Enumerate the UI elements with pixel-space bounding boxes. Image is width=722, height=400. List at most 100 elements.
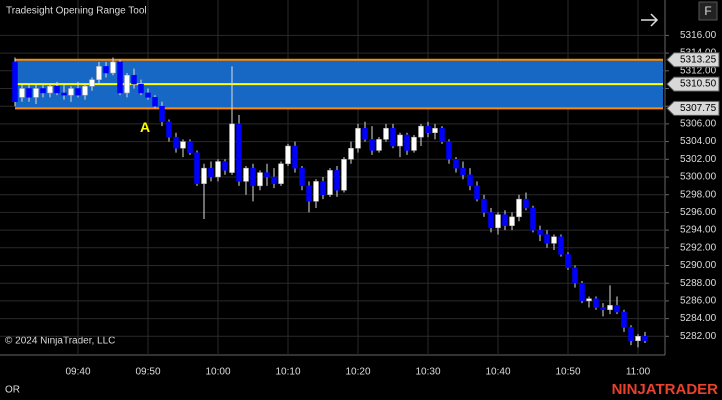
candle-body xyxy=(369,139,375,151)
button[interactable] xyxy=(698,1,718,21)
candle-body xyxy=(530,207,536,231)
candle-body xyxy=(208,167,214,178)
candle-body xyxy=(565,254,571,268)
candle-body xyxy=(572,267,578,284)
candle-body xyxy=(222,161,228,171)
candle-body xyxy=(341,159,347,191)
x-tick-label: 09:50 xyxy=(135,367,160,378)
x-tick-label: 10:10 xyxy=(275,367,300,378)
candle-body xyxy=(187,141,193,153)
candle-body xyxy=(544,234,550,244)
candle-body xyxy=(628,327,634,341)
candle-body xyxy=(285,145,291,164)
candle-body xyxy=(96,66,102,80)
x-tick-label: 10:30 xyxy=(415,367,440,378)
candle-body xyxy=(82,86,88,96)
candle-body xyxy=(278,163,284,184)
price-marker xyxy=(666,76,720,92)
candle-body xyxy=(194,152,200,184)
button-label[interactable]: F xyxy=(704,4,711,18)
candle-body xyxy=(355,128,361,149)
candle-body xyxy=(40,88,46,94)
candle-body xyxy=(159,105,165,122)
y-tick-label: 5292.00 xyxy=(680,242,717,253)
candle-body xyxy=(292,145,298,169)
candle-body xyxy=(362,128,368,140)
candle-body xyxy=(481,198,487,213)
candle-body xyxy=(411,136,417,151)
y-tick-label: 5282.00 xyxy=(680,331,717,342)
y-tick-label: 5298.00 xyxy=(680,189,717,200)
y-tick-label: 5312.00 xyxy=(680,65,717,76)
candle-body xyxy=(439,128,445,142)
candle-body xyxy=(460,167,466,176)
candle-body xyxy=(607,305,613,311)
candle-body xyxy=(68,88,74,96)
y-tick-label: 5306.00 xyxy=(680,119,717,130)
candle-body xyxy=(54,86,60,94)
copyright: © 2024 NinjaTrader, LLC xyxy=(5,336,115,347)
candle-body xyxy=(131,74,137,85)
price-marker-label: 5310.50 xyxy=(680,79,717,90)
candle-body xyxy=(124,74,130,94)
candle-body xyxy=(250,167,256,187)
candle-body xyxy=(334,170,340,191)
candle-body xyxy=(61,92,67,96)
brand-logo: NINJATRADER xyxy=(612,381,719,398)
x-tick-label: 11:00 xyxy=(626,367,651,378)
candle-body xyxy=(551,236,557,244)
x-tick-label: 10:50 xyxy=(555,367,580,378)
candle-body xyxy=(474,185,480,200)
candle-body xyxy=(313,181,319,202)
candle-body xyxy=(236,123,242,182)
y-tick-label: 5284.00 xyxy=(680,313,717,324)
candle-body xyxy=(201,167,207,184)
candle-body xyxy=(215,161,221,178)
price-marker-label: 5313.25 xyxy=(680,54,717,65)
candle-body xyxy=(257,172,263,187)
candle-body xyxy=(390,128,396,147)
candle-body xyxy=(404,134,410,151)
candle-body xyxy=(495,214,501,229)
tab-label[interactable]: OR xyxy=(5,385,20,396)
candle-body xyxy=(558,236,564,255)
candle-body xyxy=(348,147,354,160)
x-tick-label: 09:40 xyxy=(65,367,90,378)
x-tick-label: 10:00 xyxy=(205,367,230,378)
candle-body xyxy=(635,336,641,341)
candle-body xyxy=(89,79,95,87)
candle-body xyxy=(264,172,270,178)
y-tick-label: 5304.00 xyxy=(680,136,717,147)
candle-body xyxy=(110,61,116,74)
candle-body xyxy=(502,214,508,226)
candle-body xyxy=(271,176,277,184)
candle-body xyxy=(299,167,305,187)
y-tick-label: 5296.00 xyxy=(680,207,717,218)
candle-body xyxy=(642,336,648,341)
candle-body xyxy=(103,66,109,74)
candle-body xyxy=(488,212,494,229)
candle-body xyxy=(19,88,25,98)
candle-body xyxy=(593,298,599,308)
y-tick-label: 5316.00 xyxy=(680,30,717,41)
annotation: A xyxy=(140,119,150,135)
candle-body xyxy=(173,136,179,149)
candle-body xyxy=(117,61,123,94)
candle-body xyxy=(75,88,81,96)
arrow-icon[interactable] xyxy=(641,13,659,27)
candle-body xyxy=(376,139,382,151)
candle-body xyxy=(145,92,151,98)
candle-body xyxy=(579,282,585,302)
candle-body xyxy=(523,198,529,209)
candle-body xyxy=(418,125,424,138)
candle-body xyxy=(12,61,18,103)
candle-body xyxy=(600,307,606,311)
candle-body xyxy=(621,311,627,328)
candle-body xyxy=(306,185,312,202)
y-tick-label: 5288.00 xyxy=(680,278,717,289)
candle-body xyxy=(516,198,522,218)
candle-body xyxy=(425,125,431,134)
price-marker xyxy=(666,52,720,68)
